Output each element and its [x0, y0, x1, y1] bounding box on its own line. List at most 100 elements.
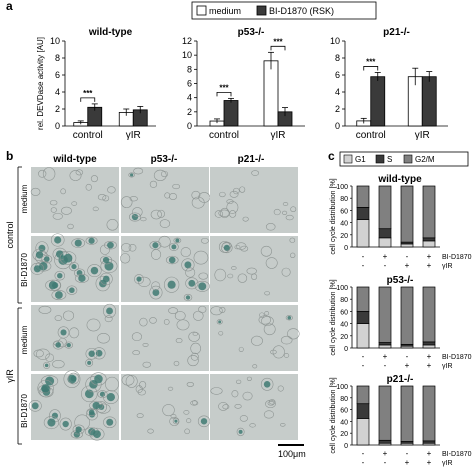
y-tick-label: 40: [340, 419, 348, 426]
cell-outline: [265, 223, 276, 231]
cell-outline: [260, 377, 274, 391]
stained-cell: [184, 261, 192, 269]
cell-outline: [63, 370, 81, 389]
gamma-ir-mark: -: [362, 361, 365, 370]
y-tick-label: 80: [340, 396, 348, 403]
micrograph-background: [210, 374, 298, 440]
category-label: control: [73, 130, 103, 141]
segment-s: [422, 237, 436, 242]
y-tick-label: 12: [182, 36, 192, 46]
cell-outline: [85, 376, 102, 393]
cell-outline: [264, 311, 270, 316]
cell-outline: [186, 382, 194, 387]
cell-outline: [85, 359, 94, 367]
stained-cell: [88, 237, 95, 244]
stained-cell: [57, 272, 63, 279]
cell-outline: [151, 249, 162, 260]
cell-outline: [103, 390, 119, 405]
cell-outline: [103, 416, 117, 429]
cell-outline: [37, 379, 54, 398]
cell-outline: [59, 417, 72, 431]
cell-outline: [170, 413, 177, 419]
cell-outline: [237, 273, 248, 283]
stained-cell: [106, 418, 114, 426]
cell-outline: [97, 333, 110, 344]
cell-outline: [242, 216, 249, 222]
row-label-medium-ir: medium: [20, 325, 29, 354]
cell-outline: [67, 223, 74, 230]
cell-outline: [150, 209, 162, 220]
cell-outline: [210, 387, 223, 395]
row-label-gamma-ir: γIR: [442, 460, 453, 467]
gamma-ir-mark: -: [384, 361, 387, 370]
segment-g1: [356, 418, 370, 446]
cell-outline: [220, 207, 230, 219]
cell-outline: [231, 266, 237, 270]
cell-outline: [134, 274, 145, 285]
cell-outline: [147, 428, 154, 434]
cell-outline: [164, 192, 171, 199]
cell-outline: [169, 242, 179, 251]
cell-outline: [99, 244, 110, 255]
y-tick-label: 20: [340, 233, 348, 240]
y-tick-label: 100: [336, 184, 348, 191]
stained-cell: [51, 412, 59, 419]
stained-cell: [55, 250, 64, 258]
cell-outline: [218, 331, 224, 336]
cell-outline: [30, 262, 45, 275]
cell-outline: [198, 272, 209, 280]
bi-d1870-mark: -: [406, 449, 409, 458]
cell-outline: [172, 183, 181, 190]
cell-outline: [236, 427, 245, 437]
cell-outline: [190, 342, 202, 355]
row-label-bi-control: BI-D1870: [20, 253, 29, 287]
cell-outline: [153, 169, 167, 181]
chart-c-1: 0 20 40 60 80 100 p53-/- cell cycle distributio…: [330, 275, 472, 370]
bar-treated: [421, 76, 437, 127]
chart-title: p21-/-: [387, 374, 414, 385]
legend-label-g1: G1: [355, 155, 366, 164]
cell-outline: [234, 403, 242, 409]
cell-outline: [200, 237, 209, 244]
stained-cell: [35, 251, 44, 259]
y-tick-label: 10: [182, 50, 192, 60]
stained-cell: [185, 295, 191, 300]
cell-outline: [135, 385, 143, 393]
gamma-ir-mark: +: [427, 458, 432, 467]
stained-cell: [66, 342, 71, 348]
micrograph-tile: [210, 167, 298, 233]
row-label-bi-d1870: BI-D1870: [442, 254, 472, 261]
y-tick-label: 20: [340, 431, 348, 438]
stained-cell: [131, 213, 139, 221]
cell-outline: [239, 415, 248, 422]
cell-outline: [181, 258, 195, 272]
group-label-control: control: [5, 221, 15, 248]
cell-outline: [188, 331, 200, 342]
gamma-ir-mark: -: [384, 458, 387, 467]
stained-cell: [55, 342, 61, 348]
cell-outline: [120, 196, 133, 209]
cell-outline: [75, 169, 84, 176]
y-tick-label: 8: [55, 53, 60, 63]
significance-label: ***: [366, 57, 376, 66]
cell-outline: [173, 237, 182, 244]
stained-cell: [200, 418, 208, 425]
segment-s: [378, 439, 392, 444]
micrograph-background: [210, 236, 298, 302]
cell-outline: [280, 422, 286, 427]
micrograph-background: [121, 374, 209, 440]
stained-cell: [218, 320, 222, 324]
segment-g2m: [422, 286, 436, 343]
segment-g2m: [422, 185, 436, 239]
y-tick-label: 10: [50, 36, 60, 46]
cell-outline: [140, 217, 147, 222]
cell-outline: [218, 402, 229, 411]
segment-g1: [356, 219, 370, 248]
cell-outline: [290, 206, 297, 213]
cell-outline: [63, 310, 75, 321]
cell-outline: [246, 267, 257, 275]
stained-cell: [171, 244, 177, 250]
legend-panel-a: medium BI-D1870 (RSK): [191, 1, 377, 20]
col-title-p21: p21-/-: [238, 154, 265, 165]
